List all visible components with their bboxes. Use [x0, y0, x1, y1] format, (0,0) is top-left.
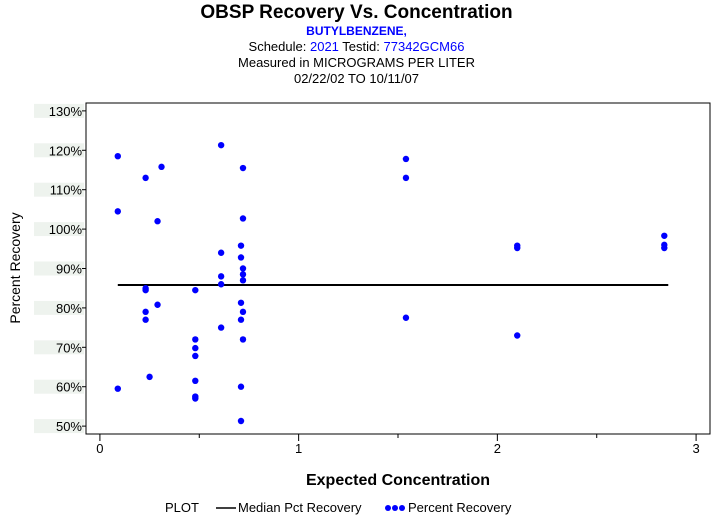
percent-recovery-points	[114, 141, 668, 425]
legend-point-glyph	[392, 505, 398, 511]
data-point	[237, 299, 245, 306]
x-tick-label: 0	[96, 441, 103, 456]
data-point	[237, 316, 245, 323]
y-tick-label: 100%	[49, 222, 83, 237]
y-tick-label-bg	[34, 222, 84, 237]
data-point	[239, 308, 247, 316]
y-tick-label: 80%	[56, 301, 82, 316]
data-point	[142, 308, 149, 316]
schedule-line: Schedule: 2021 Testid: 77342GCM66	[0, 39, 713, 54]
data-point	[217, 324, 225, 331]
legend-point-glyph	[385, 505, 391, 511]
y-tick-label: 130%	[49, 104, 83, 119]
y-tick-label-bg	[34, 419, 84, 434]
data-point	[114, 152, 121, 160]
data-point	[402, 314, 410, 321]
y-axis-ticks: 50% 60% 70% 80% 90% 100% 110% 120% 130%	[49, 104, 86, 434]
data-point	[114, 385, 121, 392]
data-point	[142, 316, 149, 323]
plot-area-frame	[85, 102, 711, 435]
data-point	[239, 164, 247, 172]
y-tick-label-bg	[34, 182, 84, 197]
x-tick-label: 2	[494, 441, 501, 456]
data-point	[154, 218, 161, 225]
measured-units: Measured in MICROGRAMS PER LITER	[238, 55, 475, 70]
y-tick-label: 110%	[50, 183, 83, 198]
x-tick-label: 1	[295, 441, 302, 456]
schedule-label: Schedule:	[248, 39, 307, 54]
date-range: 02/22/02 TO 10/11/07	[293, 71, 420, 86]
x-axis-label: Expected Concentration	[306, 472, 490, 489]
data-point	[237, 417, 245, 425]
x-axis-ticks: 0 1 2 3	[96, 434, 700, 456]
data-point	[402, 155, 410, 163]
data-point	[514, 332, 521, 339]
data-point	[237, 254, 245, 261]
data-point	[192, 352, 199, 360]
chart-title: OBSP Recovery Vs. Concentration	[200, 2, 513, 23]
data-point	[154, 301, 161, 308]
legend-plot-label: PLOT	[165, 500, 199, 515]
schedule-value: 2021	[309, 39, 339, 54]
y-tick-label: 70%	[56, 340, 82, 355]
y-tick-label: 120%	[49, 143, 83, 158]
x-tick-label: 3	[692, 441, 699, 456]
data-point	[192, 336, 199, 343]
y-tick-label-bg	[34, 300, 84, 315]
data-point	[217, 141, 225, 149]
data-point	[237, 383, 245, 390]
data-point	[142, 286, 149, 294]
y-tick-label-bg	[34, 340, 84, 355]
data-point	[217, 273, 225, 280]
testid-label: Testid:	[342, 39, 380, 54]
data-point	[239, 271, 247, 278]
data-point	[239, 336, 247, 343]
data-point	[237, 242, 245, 249]
data-point	[661, 232, 668, 239]
data-point	[239, 277, 247, 284]
testid-value: 77342GCM66	[383, 39, 465, 54]
data-point	[514, 244, 521, 252]
y-tick-label: 90%	[56, 262, 82, 277]
y-axis-label: Percent Recovery	[7, 212, 23, 323]
data-point	[239, 215, 247, 222]
data-point	[217, 281, 225, 288]
data-point	[192, 344, 199, 352]
legend-point-glyph	[399, 505, 405, 511]
y-tick-label-bg	[34, 143, 84, 158]
compound-name: BUTYLBENZENE,	[306, 24, 407, 38]
data-point	[146, 373, 153, 381]
legend-median-label: Median Pct Recovery	[238, 500, 362, 515]
y-axis-label-band	[34, 103, 84, 434]
data-point	[142, 174, 149, 182]
data-point	[114, 208, 121, 215]
y-tick-label-bg	[34, 261, 84, 276]
y-tick-label-bg	[34, 379, 84, 394]
y-tick-label-bg	[34, 103, 84, 118]
data-point	[158, 163, 165, 171]
data-point	[661, 244, 668, 252]
y-tick-label: 60%	[56, 380, 82, 395]
data-point	[192, 377, 199, 385]
data-point	[217, 249, 225, 256]
y-tick-label: 50%	[56, 419, 82, 434]
data-point	[192, 286, 199, 294]
data-point	[402, 174, 410, 182]
data-point	[192, 395, 199, 402]
legend-points-label: Percent Recovery	[408, 500, 512, 515]
data-point	[239, 265, 247, 272]
